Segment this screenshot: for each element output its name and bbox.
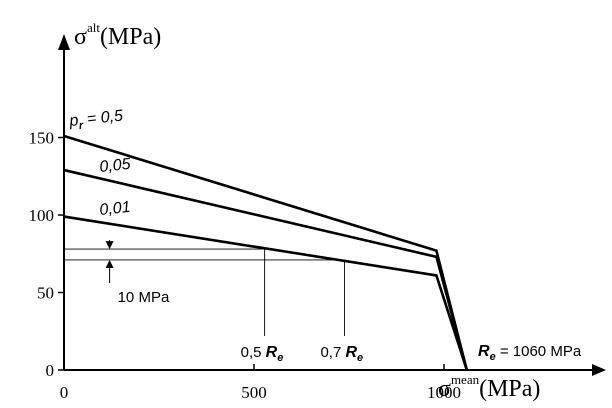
series-label-prefix: p — [68, 112, 80, 130]
re-sub: e — [490, 351, 496, 363]
y-axis-sup: alt — [87, 20, 100, 35]
reference-label-sub: e — [277, 352, 283, 364]
y-tick-label: 150 — [29, 129, 55, 148]
reference-label-symbol: R — [266, 344, 278, 361]
re-annotation: Re = 1060 MPa — [478, 343, 582, 363]
series-label-value: = 0,5 — [82, 107, 124, 128]
x-axis-sup: mean — [451, 372, 480, 387]
y-tick-label: 50 — [37, 284, 54, 303]
reference-label-symbol: R — [345, 344, 357, 361]
reference-vline-label: 0,7 Re — [320, 344, 363, 364]
x-axis-title: σmean(MPa) — [438, 372, 540, 402]
re-symbol: R — [478, 343, 490, 360]
x-axis-unit: (MPa) — [479, 376, 540, 402]
x-axis-arrow — [592, 364, 606, 376]
gap-annotation-label: 10 MPa — [118, 289, 170, 306]
x-axis-symbol: σ — [438, 376, 451, 402]
x-tick-label: 1000 — [427, 383, 461, 402]
reference-label-sub: e — [357, 352, 363, 364]
y-axis-symbol: σ — [74, 24, 87, 50]
series-lines — [63, 134, 469, 371]
series-line — [63, 168, 469, 371]
y-axis-unit: (MPa) — [100, 24, 161, 50]
y-tick-label: 0 — [46, 361, 55, 380]
gap-arrow-top-head — [105, 241, 114, 250]
labels: pr = 0,5 0,05 0,01 Re = 1060 MPa — [68, 107, 582, 363]
re-value: = 1060 MPa — [496, 343, 582, 360]
series-label: pr = 0,5 — [68, 107, 125, 133]
reference-vline-label: 0,5 Re — [241, 344, 284, 364]
series-label: 0,05 — [99, 156, 132, 176]
y-axis-title: σalt(MPa) — [74, 20, 161, 50]
reference-label-number: 0,5 — [241, 344, 266, 361]
series-label: 0,01 — [99, 199, 132, 219]
x-tick-label: 0 — [60, 383, 69, 402]
y-axis-arrow — [58, 34, 70, 50]
x-tick-label: 500 — [241, 383, 267, 402]
y-tick-label: 100 — [29, 206, 55, 225]
gap-arrow-bottom-head — [105, 259, 114, 268]
series-label-sub: r — [78, 120, 84, 132]
reference-label-number: 0,7 — [320, 344, 345, 361]
series-line — [63, 215, 469, 371]
